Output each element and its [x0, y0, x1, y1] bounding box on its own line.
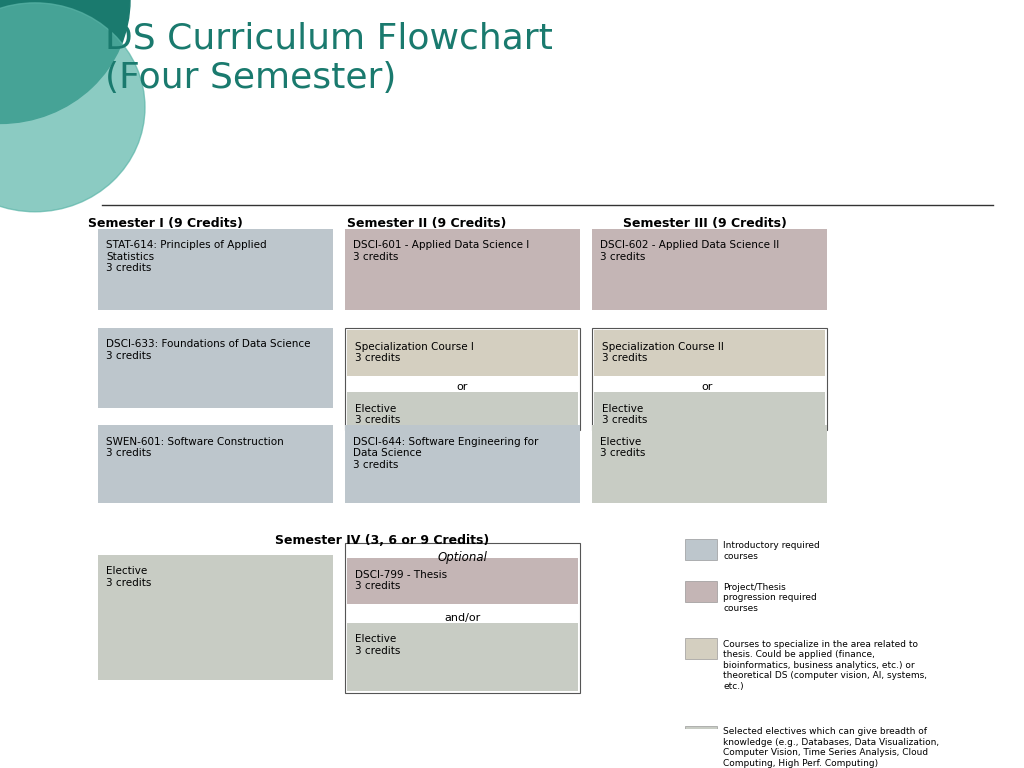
Text: Project/Thesis
progression required
courses: Project/Thesis progression required cour… [723, 583, 817, 613]
Text: Elective
3 credits: Elective 3 credits [355, 404, 400, 425]
Text: Elective
3 credits: Elective 3 credits [355, 634, 400, 656]
Text: Semester III (9 Credits): Semester III (9 Credits) [623, 217, 786, 230]
Text: DSCI-799 - Thesis
3 credits: DSCI-799 - Thesis 3 credits [355, 570, 447, 591]
Text: DSCI-633: Foundations of Data Science
3 credits: DSCI-633: Foundations of Data Science 3 … [106, 339, 310, 361]
FancyBboxPatch shape [98, 328, 333, 409]
Text: STAT-614: Principles of Applied
Statistics
3 credits: STAT-614: Principles of Applied Statisti… [106, 240, 266, 273]
FancyBboxPatch shape [345, 425, 580, 503]
FancyBboxPatch shape [347, 330, 578, 376]
FancyBboxPatch shape [592, 425, 827, 503]
FancyBboxPatch shape [594, 392, 825, 429]
FancyBboxPatch shape [345, 543, 580, 694]
Text: Optional: Optional [437, 551, 487, 564]
Text: DS Curriculum Flowchart
(Four Semester): DS Curriculum Flowchart (Four Semester) [105, 22, 553, 95]
Text: Elective
3 credits: Elective 3 credits [602, 404, 647, 425]
FancyBboxPatch shape [98, 554, 333, 680]
FancyBboxPatch shape [685, 726, 717, 746]
FancyBboxPatch shape [685, 539, 717, 561]
FancyBboxPatch shape [592, 328, 827, 430]
FancyBboxPatch shape [685, 581, 717, 602]
Circle shape [0, 0, 130, 124]
Text: DSCI-601 - Applied Data Science I
3 credits: DSCI-601 - Applied Data Science I 3 cred… [353, 240, 529, 262]
Text: Courses to specialize in the area related to
thesis. Could be applied (finance,
: Courses to specialize in the area relate… [723, 640, 927, 690]
Text: or: or [701, 382, 713, 392]
Text: Semester IV (3, 6 or 9 Credits): Semester IV (3, 6 or 9 Credits) [274, 534, 489, 547]
Text: Specialization Course I
3 credits: Specialization Course I 3 credits [355, 342, 474, 363]
Circle shape [0, 3, 145, 212]
FancyBboxPatch shape [98, 229, 333, 310]
FancyBboxPatch shape [345, 328, 580, 430]
Text: Semester II (9 Credits): Semester II (9 Credits) [347, 217, 507, 230]
FancyBboxPatch shape [345, 229, 580, 310]
Text: DSCI-602 - Applied Data Science II
3 credits: DSCI-602 - Applied Data Science II 3 cre… [600, 240, 779, 262]
Text: Specialization Course II
3 credits: Specialization Course II 3 credits [602, 342, 724, 363]
Text: or: or [457, 382, 468, 392]
FancyBboxPatch shape [98, 425, 333, 503]
Text: Semester I (9 Credits): Semester I (9 Credits) [88, 217, 243, 230]
FancyBboxPatch shape [347, 623, 578, 691]
Text: Introductory required
courses: Introductory required courses [723, 541, 820, 561]
Text: DSCI-644: Software Engineering for
Data Science
3 credits: DSCI-644: Software Engineering for Data … [353, 437, 539, 470]
FancyBboxPatch shape [594, 330, 825, 376]
FancyBboxPatch shape [685, 638, 717, 659]
Text: Elective
3 credits: Elective 3 credits [106, 566, 152, 588]
Text: SWEN-601: Software Construction
3 credits: SWEN-601: Software Construction 3 credit… [106, 437, 284, 458]
Text: and/or: and/or [444, 614, 480, 624]
FancyBboxPatch shape [592, 229, 827, 310]
FancyBboxPatch shape [347, 558, 578, 604]
Text: Elective
3 credits: Elective 3 credits [600, 437, 645, 458]
Text: Selected electives which can give breadth of
knowledge (e.g., Databases, Data Vi: Selected electives which can give breadt… [723, 727, 939, 768]
FancyBboxPatch shape [347, 392, 578, 429]
